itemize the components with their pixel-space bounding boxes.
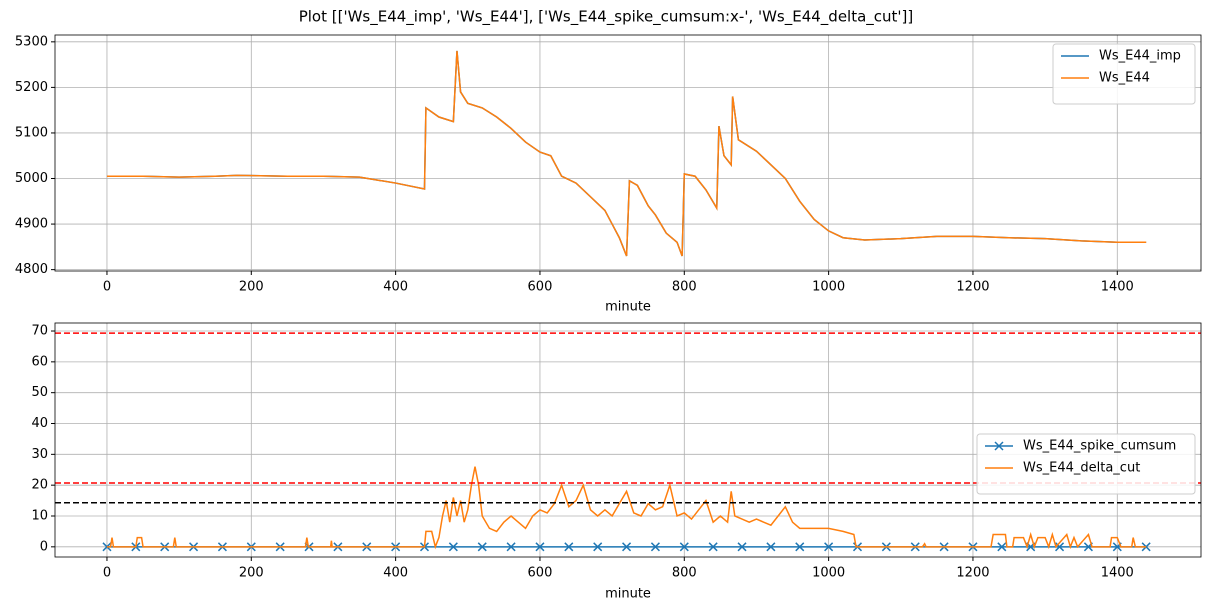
y-tick-label: 5200 — [15, 80, 48, 95]
subplot: 0 200 400 600 800 1000 1200 1400 4800 4900 5000 510… — [15, 34, 1202, 315]
series-line — [106, 466, 1147, 550]
y-tick-label: 70 — [31, 324, 48, 339]
legend-marker — [994, 441, 1004, 451]
legend-label: Ws_E44 — [1099, 71, 1150, 86]
legend-box — [976, 433, 1196, 495]
y-tick-label: 5000 — [15, 171, 48, 186]
subplot: 0 200 400 600 800 1000 1200 1400 0 10 20 30 40 50 60 70… — [31, 322, 1202, 602]
x-tick-label: 1400 — [1101, 280, 1134, 295]
y-tick-label: 20 — [31, 478, 48, 493]
point-marker — [477, 542, 487, 552]
point-marker — [795, 542, 805, 552]
legend: Ws_E44_spike_cumsum Ws_E44_delta_cut — [976, 433, 1196, 495]
legend-label: Ws_E44_delta_cut — [1023, 461, 1140, 476]
series-line — [106, 50, 1147, 257]
x-tick-label: 200 — [239, 280, 264, 295]
legend-label: Ws_E44_imp — [1099, 49, 1181, 64]
y-tick-label: 4800 — [15, 262, 48, 277]
point-marker — [997, 542, 1007, 552]
x-tick-label: 0 — [103, 566, 111, 581]
point-marker — [824, 542, 834, 552]
point-marker — [737, 542, 747, 552]
y-tick-label: 5300 — [15, 34, 48, 49]
y-tick-label: 50 — [31, 385, 48, 400]
point-marker — [650, 542, 660, 552]
y-tick-label: 30 — [31, 447, 48, 462]
figure-title: Plot [['Ws_E44_imp', 'Ws_E44'], ['Ws_E44… — [299, 8, 914, 27]
plot-frame — [54, 34, 1202, 272]
point-marker — [622, 542, 632, 552]
x-tick-label: 200 — [239, 566, 264, 581]
x-tick-label: 1200 — [956, 280, 989, 295]
x-tick-label: 0 — [103, 280, 111, 295]
point-marker — [535, 542, 545, 552]
x-tick-label: 800 — [672, 566, 697, 581]
point-marker — [1055, 542, 1065, 552]
plot-frame — [54, 322, 1202, 558]
y-tick-label: 40 — [31, 416, 48, 431]
point-marker — [448, 542, 458, 552]
x-tick-label: 600 — [528, 280, 553, 295]
x-axis-label: minute — [605, 300, 651, 315]
y-tick-label: 4900 — [15, 217, 48, 232]
x-axis-label: minute — [605, 587, 651, 602]
x-tick-label: 400 — [383, 566, 408, 581]
point-marker — [766, 542, 776, 552]
y-tick-label: 60 — [31, 354, 48, 369]
y-tick-label: 5100 — [15, 125, 48, 140]
x-tick-label: 400 — [383, 280, 408, 295]
x-tick-label: 600 — [528, 566, 553, 581]
point-marker — [564, 542, 574, 552]
point-marker — [708, 542, 718, 552]
y-tick-label: 0 — [40, 539, 48, 554]
legend: Ws_E44_imp Ws_E44 — [1052, 43, 1196, 105]
x-tick-label: 800 — [672, 280, 697, 295]
legend-box — [1052, 43, 1196, 105]
point-marker — [506, 542, 516, 552]
y-tick-label: 10 — [31, 508, 48, 523]
x-tick-label: 1000 — [812, 280, 845, 295]
point-marker — [679, 542, 689, 552]
point-marker — [593, 542, 603, 552]
x-tick-label: 1400 — [1101, 566, 1134, 581]
x-tick-label: 1000 — [812, 566, 845, 581]
legend-label: Ws_E44_spike_cumsum — [1023, 439, 1176, 454]
x-tick-label: 1200 — [956, 566, 989, 581]
